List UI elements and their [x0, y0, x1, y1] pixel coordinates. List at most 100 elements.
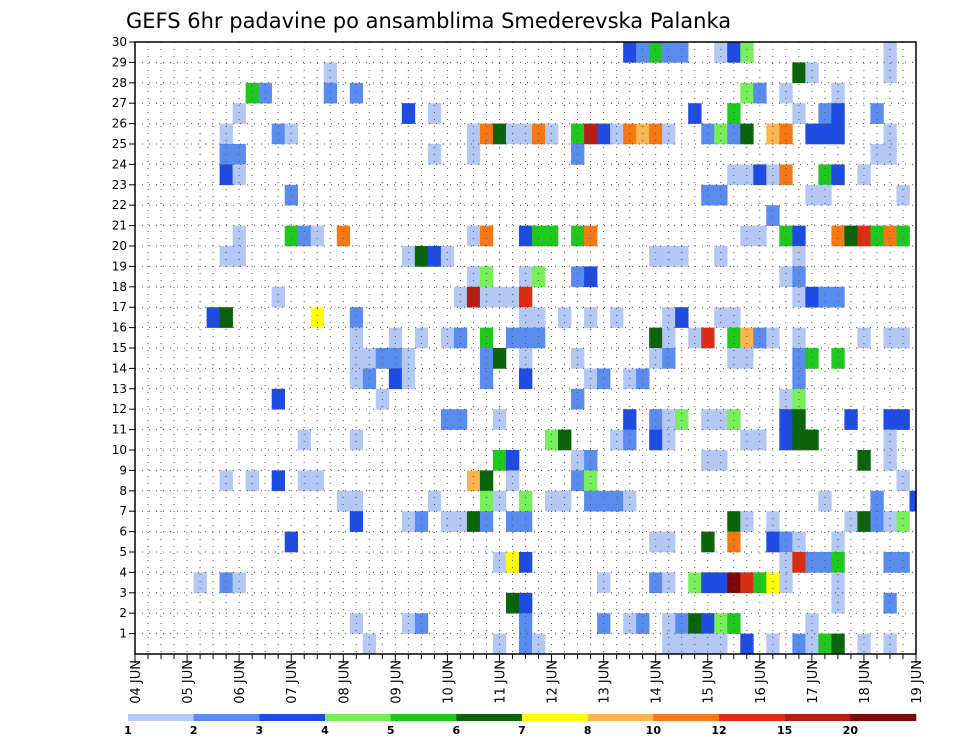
- heatmap-cell: [571, 450, 585, 471]
- heatmap-cell: [753, 82, 767, 104]
- heatmap-cell: [558, 490, 572, 512]
- y-tick-label: 13: [112, 382, 127, 396]
- x-tick-label: 16 JUN: [754, 660, 769, 704]
- heatmap-cell: [518, 592, 533, 614]
- heatmap-cell: [831, 103, 845, 124]
- heatmap-cell: [518, 327, 533, 349]
- heatmap-cell: [492, 450, 507, 471]
- heatmap-cell: [349, 429, 364, 451]
- heatmap-cell: [401, 348, 416, 369]
- heatmap-cell: [831, 348, 845, 369]
- heatmap-cell: [310, 307, 325, 328]
- heatmap-cell: [466, 266, 481, 288]
- heatmap-cell: [453, 511, 468, 532]
- heatmap-cells: [193, 42, 917, 655]
- heatmap-cell: [492, 633, 507, 655]
- y-tick-label: 4: [119, 565, 127, 579]
- heatmap-cell: [818, 633, 832, 655]
- heatmap-cell: [492, 348, 507, 369]
- heatmap-cell: [753, 327, 767, 349]
- heatmap-cell: [727, 511, 741, 532]
- heatmap-cell: [857, 225, 871, 247]
- colorbar-label: 8: [584, 724, 592, 737]
- heatmap-cell: [714, 184, 728, 206]
- heatmap-cell: [727, 572, 741, 594]
- heatmap-cell: [792, 103, 806, 124]
- heatmap-cell: [219, 246, 233, 267]
- heatmap-cell: [245, 470, 259, 492]
- y-tick-label: 12: [112, 402, 127, 416]
- heatmap-cell: [701, 572, 715, 594]
- heatmap-cell: [779, 531, 793, 553]
- heatmap-cell: [414, 327, 429, 349]
- heatmap-cell: [727, 409, 741, 430]
- heatmap-cell: [505, 286, 520, 308]
- heatmap-cell: [518, 286, 533, 308]
- heatmap-cell: [401, 103, 416, 124]
- heatmap-cell: [831, 633, 845, 655]
- heatmap-cell: [753, 429, 767, 451]
- heatmap-cell: [740, 348, 754, 369]
- heatmap-cell: [701, 409, 715, 430]
- heatmap-cell: [870, 511, 884, 532]
- heatmap-cell: [453, 286, 468, 308]
- heatmap-cell: [766, 633, 780, 655]
- heatmap-cell: [792, 552, 806, 573]
- heatmap-cell: [610, 490, 624, 512]
- heatmap-cell: [518, 225, 533, 247]
- y-tick-label: 7: [119, 504, 127, 518]
- heatmap-cell: [779, 409, 793, 430]
- y-tick-label: 2: [119, 606, 127, 620]
- heatmap-cell: [766, 327, 780, 349]
- heatmap-cell: [532, 327, 546, 349]
- heatmap-cell: [232, 164, 246, 186]
- heatmap-cell: [792, 633, 806, 655]
- heatmap-cell: [349, 82, 364, 104]
- heatmap-cell: [219, 572, 233, 594]
- heatmap-cell: [518, 633, 533, 655]
- heatmap-cell: [831, 552, 845, 573]
- heatmap-cell: [310, 470, 325, 492]
- heatmap-cell: [714, 246, 728, 267]
- heatmap-cell: [584, 307, 598, 328]
- heatmap-cell: [649, 572, 663, 594]
- colorbar-label: 15: [777, 724, 792, 737]
- heatmap-cell: [649, 42, 663, 63]
- heatmap-cell: [805, 286, 819, 308]
- heatmap-cell: [623, 42, 637, 63]
- heatmap-cell: [505, 592, 520, 614]
- heatmap-cell: [532, 307, 546, 328]
- y-tick-label: 21: [112, 219, 127, 233]
- x-tick-label: 12 JUN: [546, 660, 561, 704]
- heatmap-cell: [883, 511, 897, 532]
- heatmap-cell: [349, 511, 364, 532]
- heatmap-cell: [558, 307, 572, 328]
- heatmap-cell: [245, 82, 259, 104]
- heatmap-cell: [193, 572, 207, 594]
- heatmap-cell: [232, 225, 246, 247]
- heatmap-cell: [623, 409, 637, 430]
- colorbar-label: 12: [711, 724, 726, 737]
- heatmap-cell: [896, 552, 910, 573]
- heatmap-cell: [779, 225, 793, 247]
- x-tick-label: 14 JUN: [650, 660, 665, 704]
- heatmap-cell: [479, 348, 494, 369]
- heatmap-cell: [297, 225, 312, 247]
- heatmap-cell: [466, 225, 481, 247]
- heatmap-cell: [219, 164, 233, 186]
- chart-title: GEFS 6hr padavine po ansamblima Smederev…: [126, 9, 731, 33]
- colorbar-swatch: [259, 714, 326, 721]
- heatmap-cell: [401, 511, 416, 532]
- heatmap-cell: [675, 409, 689, 430]
- heatmap-cell: [571, 470, 585, 492]
- heatmap-cell: [701, 450, 715, 471]
- colorbar-label: 7: [518, 724, 526, 737]
- heatmap-cell: [727, 103, 741, 124]
- heatmap-cell: [870, 490, 884, 512]
- heatmap-cell: [753, 572, 767, 594]
- heatmap-cell: [232, 103, 246, 124]
- heatmap-cell: [662, 42, 676, 63]
- heatmap-cell: [740, 572, 754, 594]
- heatmap-cell: [766, 531, 780, 553]
- heatmap-cell: [844, 225, 858, 247]
